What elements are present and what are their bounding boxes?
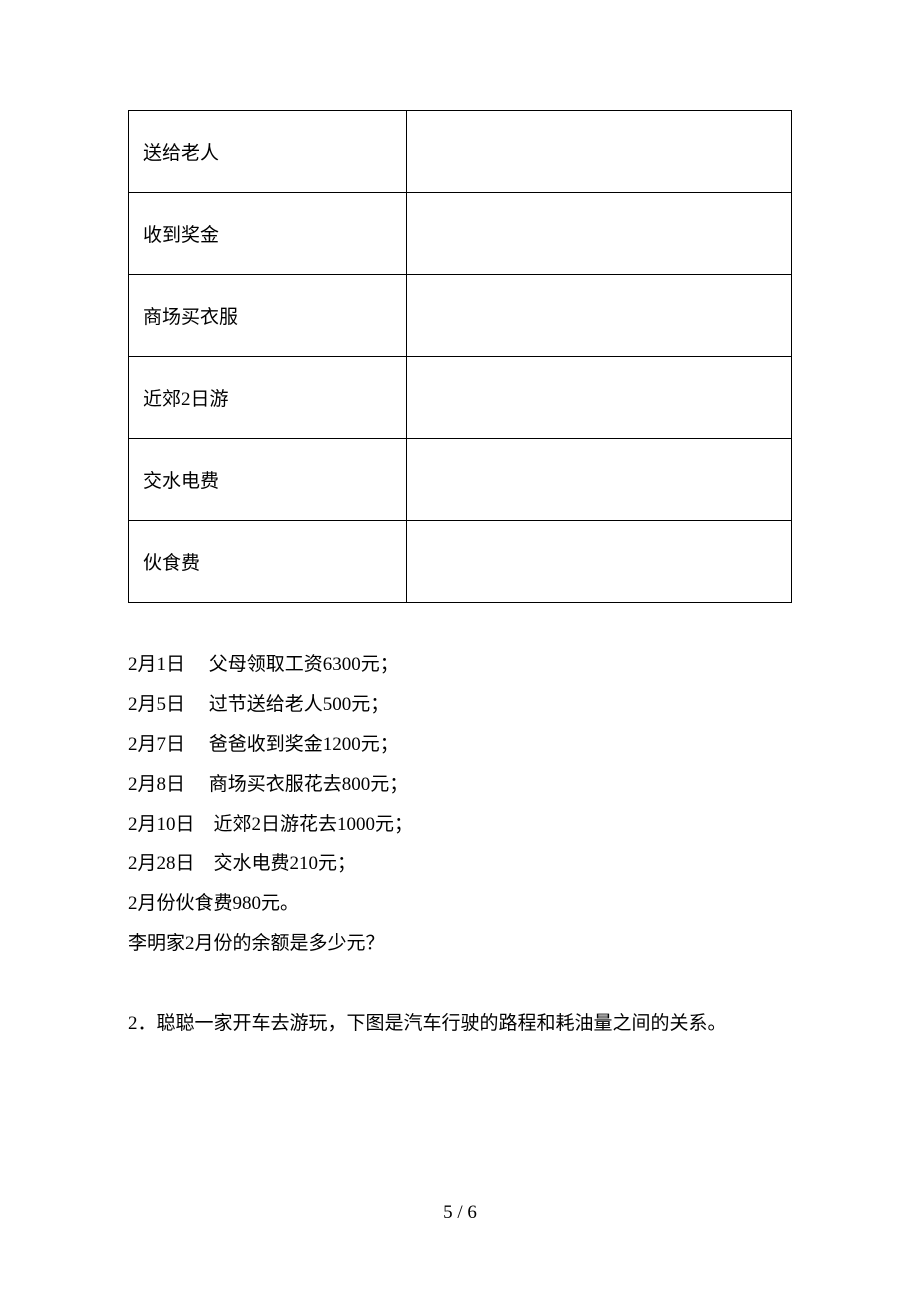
table-cell-value [407, 111, 792, 193]
table-row: 送给老人 [129, 111, 792, 193]
table-row: 商场买衣服 [129, 275, 792, 357]
entry-line: 2月28日 交水电费210元； [128, 844, 792, 884]
entry-line: 2月7日 爸爸收到奖金1200元； [128, 725, 792, 765]
table-cell-value [407, 275, 792, 357]
entry-line: 2月1日 父母领取工资6300元； [128, 645, 792, 685]
table-cell-label: 近郊2日游 [129, 357, 407, 439]
table-row: 伙食费 [129, 521, 792, 603]
entry-line: 2月8日 商场买衣服花去800元； [128, 765, 792, 805]
table-cell-value [407, 439, 792, 521]
entry-line: 2月份伙食费980元。 [128, 884, 792, 924]
table-cell-label: 送给老人 [129, 111, 407, 193]
table-cell-value [407, 357, 792, 439]
table-cell-label: 伙食费 [129, 521, 407, 603]
entry-line: 2月10日 近郊2日游花去1000元； [128, 805, 792, 845]
page-content: 送给老人 收到奖金 商场买衣服 近郊2日游 交水电费 伙食费 [0, 0, 920, 1044]
table-cell-label: 交水电费 [129, 439, 407, 521]
table-cell-value [407, 193, 792, 275]
question-2-text: 2．聪聪一家开车去游玩，下图是汽车行驶的路程和耗油量之间的关系。 [128, 1004, 792, 1044]
table-row: 收到奖金 [129, 193, 792, 275]
question-2-block: 2．聪聪一家开车去游玩，下图是汽车行驶的路程和耗油量之间的关系。 [128, 1004, 792, 1044]
table-cell-label: 收到奖金 [129, 193, 407, 275]
entry-line: 2月5日 过节送给老人500元； [128, 685, 792, 725]
table-cell-label: 商场买衣服 [129, 275, 407, 357]
expense-table: 送给老人 收到奖金 商场买衣服 近郊2日游 交水电费 伙食费 [128, 110, 792, 603]
table-row: 交水电费 [129, 439, 792, 521]
entry-line: 李明家2月份的余额是多少元？ [128, 924, 792, 964]
entries-block: 2月1日 父母领取工资6300元； 2月5日 过节送给老人500元； 2月7日 … [128, 645, 792, 964]
table-row: 近郊2日游 [129, 357, 792, 439]
page-number: 5 / 6 [0, 1202, 920, 1224]
table-cell-value [407, 521, 792, 603]
